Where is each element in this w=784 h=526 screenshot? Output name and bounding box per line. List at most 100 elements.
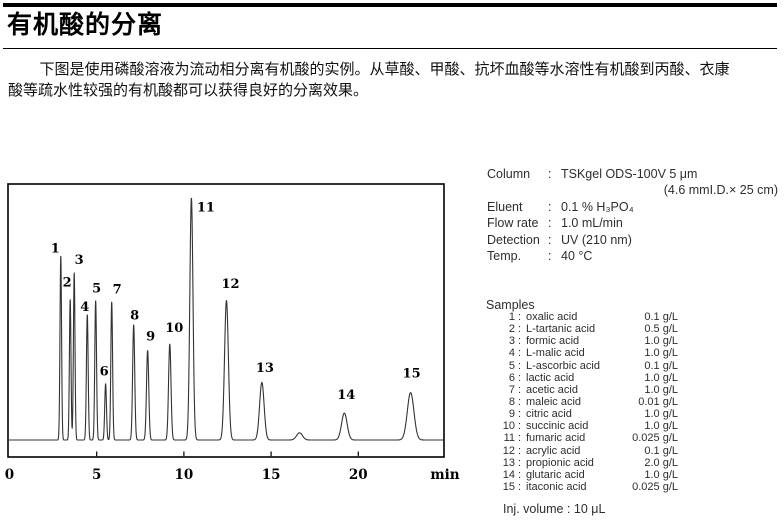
title-rule (3, 48, 777, 50)
sample-row: 1: oxalic acid 0.1 g/L (487, 311, 678, 323)
sample-row: 12: acrylic acid 0.1 g/L (487, 445, 678, 457)
sample-row: 14: glutaric acid 1.0 g/L (487, 469, 678, 481)
sample-colon: : (517, 335, 522, 348)
sample-concentration: 0.1 g/L (644, 359, 678, 372)
sample-concentration: 1.0 g/L (644, 408, 678, 421)
sample-colon: : (517, 444, 522, 457)
sample-number: 3 (508, 335, 515, 348)
sample-concentration: 1.0 g/L (644, 383, 678, 396)
x-axis-tick-label: 10 (175, 467, 194, 483)
peak-label: 12 (221, 277, 239, 292)
sample-name: L-tartanic acid (526, 323, 596, 336)
sample-number: 14 (502, 468, 515, 481)
sample-number: 1 (508, 311, 515, 323)
sample-name: propionic acid (526, 456, 594, 469)
sample-colon: : (517, 371, 522, 384)
samples-list: 1: oxalic acid 0.1 g/L 2: L-tartanic acid 0.5… (487, 311, 678, 493)
sample-number: 12 (502, 444, 515, 457)
peak-label: 15 (403, 367, 421, 382)
sample-concentration: 0.1 g/L (644, 444, 678, 457)
sample-row: 5: L-ascorbic acid 0.1 g/L (487, 360, 678, 372)
condition-value: 40 °C (561, 248, 593, 263)
conditions-list: Column: TSKgel ODS-100V 5 μm (4.6 mmI.D.× … (487, 166, 778, 264)
peak-label: 9 (146, 329, 155, 344)
sample-colon: : (517, 347, 522, 360)
sample-row: 10: succinic acid 1.0 g/L (487, 420, 678, 432)
chromatogram-trace (7, 197, 445, 441)
condition-value: 1.0 mL/min (561, 216, 623, 231)
sample-colon: : (517, 408, 522, 421)
condition-label: Eluent (487, 199, 523, 214)
condition-value: TSKgel ODS-100V 5 μm (561, 167, 698, 181)
sample-colon: : (517, 359, 522, 372)
condition-row: Temp.:40 °C (487, 248, 778, 264)
sample-row: 7: acetic acid 1.0 g/L (487, 384, 678, 396)
x-axis-tick-label: 20 (349, 467, 368, 483)
condition-value: 0.1 % H₃PO₄ (561, 199, 634, 214)
top-rule (3, 3, 777, 7)
x-axis-tick-label: 5 (92, 467, 101, 483)
intro-paragraph: 下图是使用磷酸溶液为流动相分离有机酸的实例。从草酸、甲酸、抗坏血酸等水溶性有机酸… (8, 59, 772, 100)
peak-label: 1 (51, 242, 60, 257)
sample-row: 11: fumaric acid 0.025 g/L (487, 432, 678, 444)
peak-label: 13 (256, 361, 274, 376)
page-title: 有机酸的分离 (7, 10, 164, 39)
sample-colon: : (517, 395, 522, 408)
sample-number: 15 (502, 480, 515, 493)
sample-row: 15: itaconic acid 0.025 g/L (487, 481, 678, 493)
sample-name: L-malic acid (526, 347, 585, 360)
sample-number: 10 (502, 420, 515, 433)
sample-colon: : (517, 420, 522, 433)
sample-colon: : (517, 323, 522, 336)
sample-name: maleic acid (526, 395, 582, 408)
condition-row: Detection: UV (210 nm) (487, 232, 778, 248)
sample-concentration: 1.0 g/L (644, 347, 678, 360)
plot-frame (7, 183, 445, 458)
sample-name: succinic acid (526, 420, 589, 433)
peak-label: 2 (63, 276, 72, 291)
peak-label: 14 (337, 388, 355, 403)
condition-row: Column: TSKgel ODS-100V 5 μm (487, 166, 778, 182)
condition-value: (4.6 mmI.D.× 25 cm) (663, 183, 778, 198)
sample-row: 2: L-tartanic acid 0.5 g/L (487, 323, 678, 335)
sample-name: L-ascorbic acid (526, 359, 600, 372)
x-axis-tick-label: 15 (262, 467, 281, 483)
sample-concentration: 0.5 g/L (644, 323, 678, 336)
sample-colon: : (517, 480, 522, 493)
sample-colon: : (517, 432, 522, 445)
peak-label: 7 (113, 282, 122, 297)
peak-label: 6 (100, 365, 109, 380)
sample-name: glutaric acid (526, 468, 585, 481)
sample-name: citric acid (526, 408, 572, 421)
sample-colon: : (517, 456, 522, 469)
peak-label: 3 (75, 253, 84, 268)
sample-row: 13: propionic acid 2.0 g/L (487, 457, 678, 469)
condition-label: Detection (487, 232, 540, 247)
x-axis-unit-label: min (430, 467, 459, 483)
sample-concentration: 1.0 g/L (644, 468, 678, 481)
sample-colon: : (517, 383, 522, 396)
sample-concentration: 1.0 g/L (644, 335, 678, 348)
samples-heading: Samples (486, 298, 535, 312)
intro-line: 下图是使用磷酸溶液为流动相分离有机酸的实例。从草酸、甲酸、抗坏血酸等水溶性有机酸… (39, 60, 730, 78)
peak-label: 10 (165, 321, 183, 336)
sample-name: acetic acid (526, 383, 578, 396)
sample-row: 4: L-malic acid 1.0 g/L (487, 347, 678, 359)
sample-name: itaconic acid (526, 480, 587, 493)
condition-label: Temp. (487, 248, 522, 263)
sample-colon: : (517, 311, 522, 323)
sample-number: 6 (508, 371, 515, 384)
sample-name: formic acid (526, 335, 580, 348)
sample-concentration: 0.025 g/L (632, 432, 678, 445)
sample-row: 8: maleic acid 0.01 g/L (487, 396, 678, 408)
condition-label: Column (487, 167, 531, 181)
sample-concentration: 0.025 g/L (632, 480, 678, 493)
sample-name: acrylic acid (526, 444, 581, 457)
sample-name: oxalic acid (526, 311, 578, 323)
sample-number: 4 (508, 347, 515, 360)
sample-number: 2 (508, 323, 515, 336)
sample-number: 11 (503, 432, 515, 445)
sample-colon: : (517, 468, 522, 481)
injection-volume-label: Inj. volume : 10 μL (503, 502, 606, 516)
